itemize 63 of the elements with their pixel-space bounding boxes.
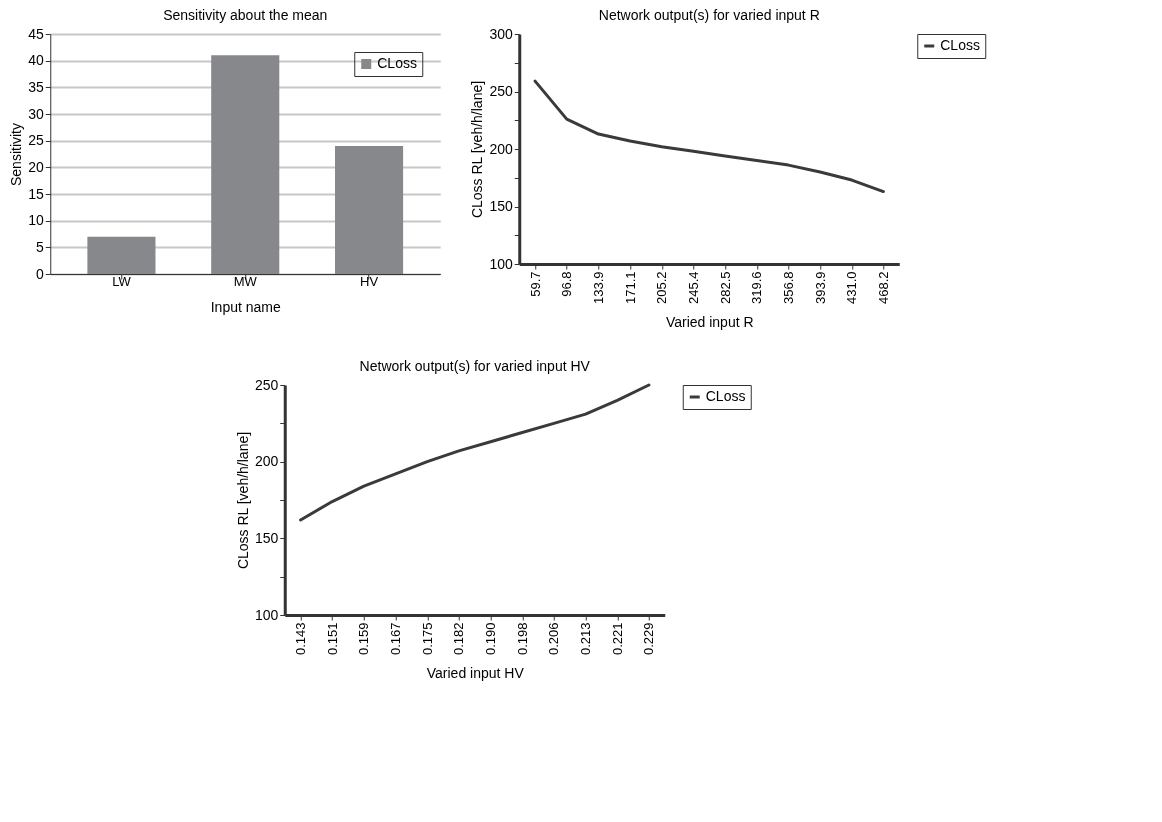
x-tick-label: 468.2 — [875, 271, 891, 305]
x-tick-label: 0.213 — [578, 622, 594, 656]
y-tick-label: 250 — [489, 83, 513, 99]
x-tick-label: 319.6 — [749, 271, 765, 305]
chart-title: Network output(s) for varied input R — [598, 7, 820, 23]
bar — [87, 236, 156, 274]
x-tick-label: 0.159 — [356, 622, 372, 656]
y-tick-label: 15 — [28, 185, 44, 202]
y-axis-title: CLoss RL [veh/h/lane] — [469, 80, 486, 219]
bar — [335, 146, 404, 274]
x-tick-label: 59.7 — [527, 271, 543, 297]
x-tick-label: 0.190 — [483, 622, 499, 656]
y-tick-label: 35 — [28, 78, 44, 95]
y-axis-title: Sensitivity — [8, 122, 25, 187]
y-tick-label: 0 — [35, 265, 44, 282]
x-tick-label: HV — [360, 273, 379, 289]
x-tick-label: 171.1 — [622, 271, 638, 305]
y-tick-label: 10 — [28, 212, 44, 229]
x-axis-title: Varied input HV — [426, 665, 525, 682]
x-tick-label: 0.143 — [293, 622, 309, 656]
line-series — [299, 383, 651, 522]
legend-label: CLoss — [940, 37, 980, 53]
x-tick-label: 0.182 — [451, 622, 467, 656]
x-tick-label: 96.8 — [559, 271, 575, 297]
x-tick-label: 205.2 — [654, 271, 670, 305]
chart-title: Network output(s) for varied input HV — [359, 358, 591, 374]
y-tick-label: 30 — [28, 105, 44, 122]
y-tick-label: 250 — [254, 376, 279, 393]
y-tick-label: 5 — [35, 238, 44, 255]
legend-label: CLoss — [377, 55, 417, 71]
y-tick-label: 45 — [28, 25, 44, 42]
x-tick-label: 431.0 — [844, 271, 860, 305]
y-tick-label: 200 — [489, 140, 513, 157]
y-tick-label: 40 — [28, 52, 44, 69]
y-tick-label: 300 — [489, 25, 513, 42]
x-tick-label: 0.221 — [609, 622, 625, 656]
x-tick-label: 282.5 — [717, 271, 733, 305]
x-tick-label: 133.9 — [590, 271, 606, 305]
x-tick-label: 356.8 — [780, 271, 796, 305]
x-tick-label: 0.206 — [546, 622, 562, 656]
y-tick-label: 200 — [254, 453, 279, 470]
y-axis-title: CLoss RL [veh/h/lane] — [234, 431, 251, 570]
chart-title: Sensitivity about the mean — [163, 7, 328, 23]
y-tick-label: 150 — [254, 529, 279, 546]
x-axis-title: Varied input R — [665, 314, 754, 331]
x-tick-label: 393.9 — [812, 271, 828, 305]
x-tick-label: 0.229 — [641, 622, 657, 656]
y-tick-label: 20 — [28, 158, 44, 175]
line-series — [533, 79, 885, 194]
x-tick-label: LW — [112, 273, 132, 289]
legend-label: CLoss — [705, 388, 746, 404]
y-tick-label: 150 — [489, 198, 513, 214]
y-tick-label: 100 — [254, 606, 279, 623]
x-axis-title: Input name — [210, 298, 281, 315]
x-tick-label: 0.198 — [514, 622, 530, 656]
x-tick-label: 0.175 — [419, 622, 435, 656]
x-tick-label: MW — [233, 273, 258, 289]
x-tick-label: 0.151 — [324, 622, 340, 656]
bar — [211, 55, 280, 274]
x-tick-label: 0.167 — [388, 622, 404, 656]
x-tick-label: 245.4 — [685, 271, 701, 305]
y-tick-label: 100 — [489, 255, 513, 272]
y-tick-label: 25 — [28, 132, 44, 149]
